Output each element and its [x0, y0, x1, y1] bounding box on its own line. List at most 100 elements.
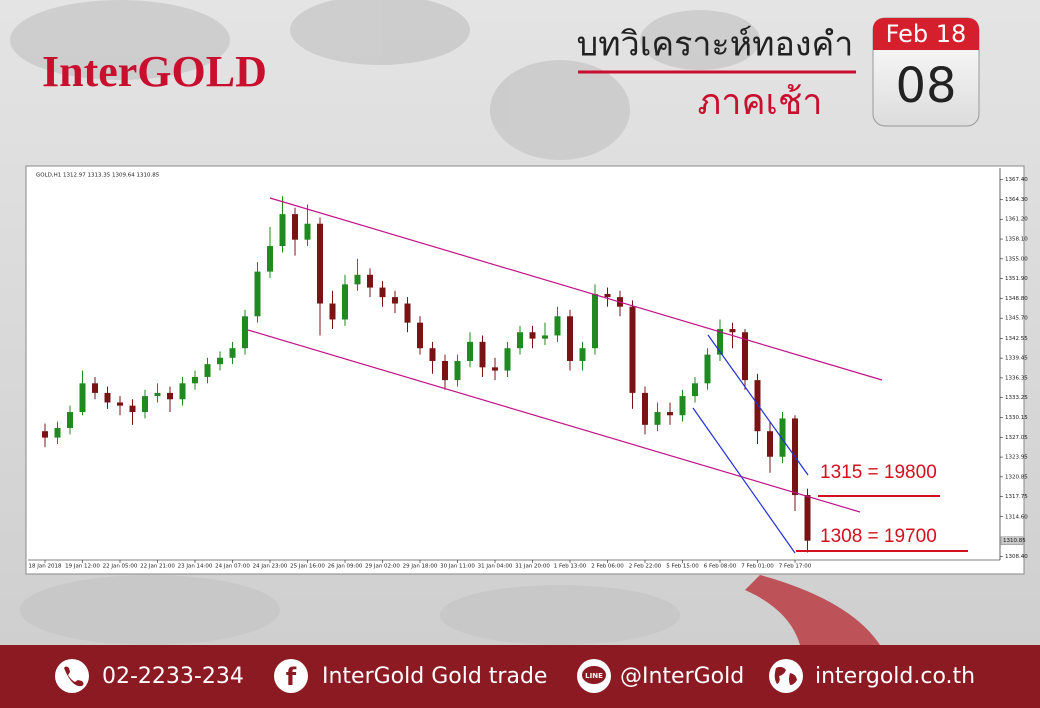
candle-body: [767, 431, 773, 457]
x-tick-label: 2 Feb 22:00: [629, 564, 662, 570]
candle-body: [629, 306, 636, 393]
candle-body: [342, 284, 348, 320]
y-tick-label: 1314.60: [1005, 514, 1028, 520]
y-tick-label: 1345.70: [1005, 316, 1028, 322]
candle-body: [467, 341, 473, 361]
facebook-icon: f: [274, 659, 308, 693]
x-tick-label: 5 Feb 15:00: [666, 564, 699, 570]
x-tick-label: 31 Jan 20:00: [515, 564, 550, 570]
candle-body: [542, 335, 548, 339]
decor-swoosh: [745, 575, 880, 645]
candle-body: [479, 341, 486, 368]
x-tick-label: 29 Jan 02:00: [365, 564, 400, 570]
candle-body: [267, 246, 273, 272]
candle-body: [104, 392, 111, 403]
x-tick-label: 29 Jan 18:00: [403, 564, 438, 570]
x-tick-label: 18 Jan 2018: [29, 564, 62, 570]
globe-icon: [769, 659, 803, 693]
x-tick-label: 1 Feb 13:00: [554, 564, 587, 570]
y-tick-label: 1342.55: [1005, 336, 1028, 342]
candle-body: [304, 223, 311, 240]
candle-body: [354, 274, 361, 285]
y-tick-label: 1323.95: [1005, 455, 1028, 461]
y-tick-label: 1317.75: [1005, 494, 1028, 500]
candle-body: [204, 364, 211, 377]
chart-panel: [25, 165, 1025, 575]
candle-body: [192, 376, 198, 384]
candle-body: [292, 214, 298, 240]
candle-body: [367, 274, 373, 288]
candle-body: [317, 223, 323, 304]
y-tick-label: 1351.90: [1005, 276, 1028, 282]
y-tick-label: 1339.45: [1005, 356, 1028, 362]
candle-body: [329, 303, 336, 320]
y-tick-label: 1308.40: [1005, 554, 1028, 560]
x-tick-label: 25 Jan 16:00: [290, 564, 325, 570]
facebook: InterGold Gold trade: [322, 664, 547, 689]
candle-body: [417, 322, 423, 349]
logo: InterGOLD: [42, 47, 267, 96]
y-tick-label: 1327.05: [1005, 435, 1028, 441]
candle-body: [717, 329, 723, 355]
candle-body: [517, 332, 523, 349]
svg-text:LINE: LINE: [585, 672, 603, 680]
x-tick-label: 24 Jan 07:00: [215, 564, 250, 570]
y-tick-label: 1330.15: [1005, 415, 1028, 421]
candle-body: [454, 360, 461, 381]
x-tick-label: 19 Jan 12:00: [65, 564, 100, 570]
annotation: 1308 = 19700: [820, 526, 937, 547]
candle-body: [404, 303, 411, 323]
y-tick-label: 1367.40: [1005, 177, 1028, 183]
candle-body: [229, 348, 236, 358]
candle-body: [679, 396, 686, 416]
candle-body: [604, 293, 611, 298]
candle-body: [779, 418, 786, 457]
candle-body: [754, 380, 761, 432]
x-tick-label: 22 Jan 05:00: [103, 564, 138, 570]
candle-body: [379, 287, 386, 298]
candle-body: [67, 412, 73, 429]
website: intergold.co.th: [815, 664, 975, 689]
y-tick-label: 1336.35: [1005, 375, 1028, 381]
candle-body: [142, 396, 148, 413]
candle-body: [79, 383, 86, 413]
x-tick-label: 22 Jan 21:00: [140, 564, 175, 570]
x-tick-label: 7 Feb 17:00: [779, 564, 812, 570]
candle-body: [804, 495, 811, 541]
x-tick-label: 23 Jan 14:00: [178, 564, 213, 570]
x-tick-label: 2 Feb 06:00: [591, 564, 624, 570]
trend-lines: [247, 197, 883, 554]
y-tick-label: 1320.85: [1005, 474, 1028, 480]
candle-body: [179, 383, 186, 400]
candle-body: [729, 329, 736, 333]
line-id: @InterGold: [620, 664, 744, 689]
subtitle: ภาคเช้า: [698, 82, 823, 123]
candle-body: [54, 428, 61, 438]
candle-body: [492, 367, 498, 371]
y-tick-label: 1364.30: [1005, 197, 1028, 203]
y-tick-label: 1333.25: [1005, 395, 1028, 401]
candle-body: [117, 402, 123, 406]
annotation: 1315 = 19800: [820, 462, 937, 483]
last-price-label: 1310.85: [1003, 538, 1026, 544]
candle-body: [567, 316, 573, 361]
x-tick-label: 30 Jan 11:00: [440, 564, 475, 570]
candle-body: [217, 357, 223, 365]
candle-body: [279, 214, 286, 247]
calendar-top: [873, 18, 979, 50]
y-tick-label: 1348.80: [1005, 296, 1028, 302]
svg-text:f: f: [286, 663, 297, 691]
x-tick-label: 26 Jan 09:00: [328, 564, 363, 570]
candle-body: [167, 392, 173, 400]
candle-body: [242, 316, 248, 349]
plot: 1367.40 1364.30 1361.20 1358.10 1355.00 1351.…: [29, 177, 1029, 569]
candle-body: [654, 412, 661, 425]
candle-body: [554, 316, 561, 336]
candle-body: [429, 348, 436, 361]
world-map: [10, 0, 760, 645]
title: บทวิเคราะห์ทองคำ: [577, 25, 854, 65]
line-icon: LINE: [577, 659, 611, 693]
chart-title: GOLD,H1 1312.97 1313.35 1309.64 1310.85: [36, 173, 160, 179]
calendar-month: Feb 18: [886, 20, 967, 48]
